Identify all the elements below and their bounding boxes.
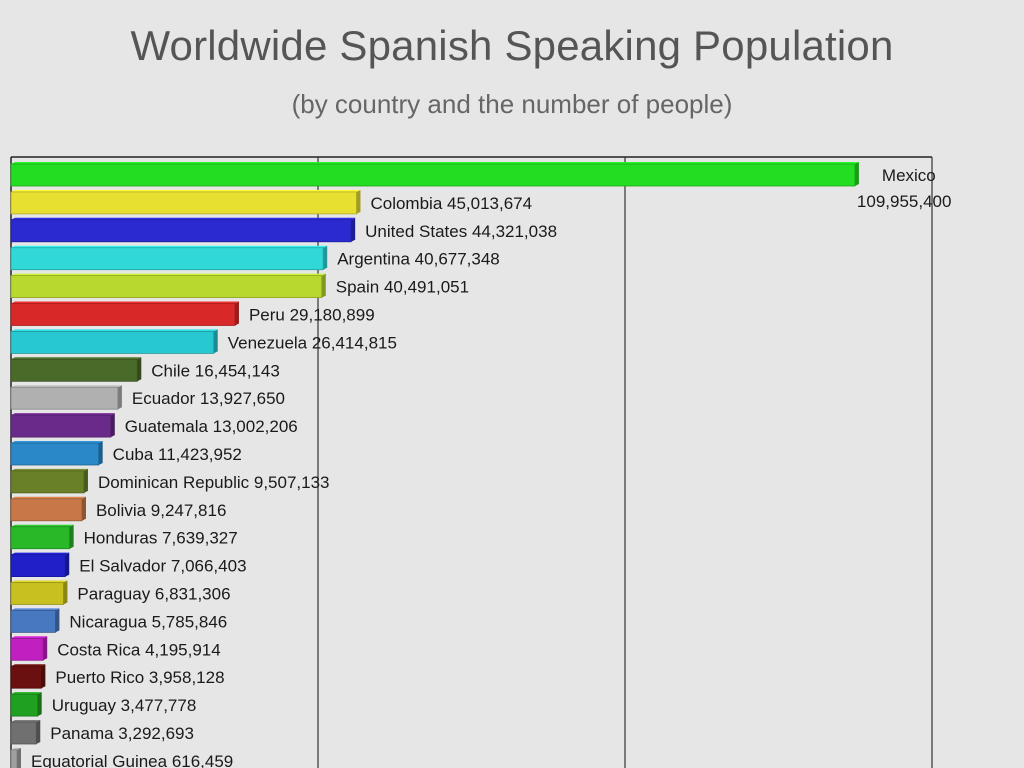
bar-costa-rica (10, 636, 48, 661)
bar-label-chile: Chile 16,454,143 (151, 361, 280, 380)
bar-peru (10, 301, 239, 326)
bar-label-united-states: United States 44,321,038 (365, 222, 557, 241)
bar-label-ecuador: Ecuador 13,927,650 (132, 389, 285, 408)
bar-spain (10, 273, 326, 299)
bar-ecuador (10, 385, 122, 410)
bar-argentina (10, 245, 328, 271)
bar-label-bolivia: Bolivia 9,247,816 (96, 501, 226, 520)
bar-label-peru: Peru 29,180,899 (249, 306, 375, 325)
bar-label-spain: Spain 40,491,051 (336, 278, 469, 297)
bar-united-states (10, 217, 356, 243)
bar-paraguay (10, 580, 68, 605)
bar-label-colombia: Colombia 45,013,674 (370, 194, 532, 213)
bar-label-el-salvador: El Salvador 7,066,403 (79, 557, 246, 576)
bar-label-mexico-value: 109,955,400 (857, 192, 952, 211)
bar-guatemala (10, 413, 115, 438)
bar-label-nicaragua: Nicaragua 5,785,846 (69, 612, 227, 631)
bar-bolivia (10, 496, 86, 522)
bar-label-venezuela: Venezuela 26,414,815 (228, 333, 397, 352)
bar-label-costa-rica: Costa Rica 4,195,914 (57, 640, 221, 659)
bars-layer (10, 162, 859, 768)
bar-label-mexico-name: Mexico (882, 166, 936, 185)
labels-layer: Mexico 109,955,400 Colombia 45,013,674 Unit… (31, 166, 951, 768)
bar-label-panama: Panama 3,292,693 (50, 724, 194, 743)
bar-panama (10, 720, 41, 745)
bar-cuba (10, 441, 103, 466)
bar-label-equatorial-guinea: Equatorial Guinea 616,459 (31, 752, 233, 768)
bar-dominican-republic (10, 468, 88, 494)
chart-title: Worldwide Spanish Speaking Population (130, 22, 894, 69)
bar-honduras (10, 524, 74, 550)
bar-label-honduras: Honduras 7,639,327 (84, 529, 238, 548)
bar-label-argentina: Argentina 40,677,348 (337, 250, 500, 269)
bar-label-puerto-rico: Puerto Rico 3,958,128 (55, 668, 224, 687)
bar-label-uruguay: Uruguay 3,477,778 (52, 696, 197, 715)
bar-venezuela (10, 329, 218, 354)
bar-chile (10, 357, 142, 382)
chart-subtitle: (by country and the number of people) (291, 89, 733, 119)
bar-puerto-rico (10, 664, 46, 689)
bar-label-dominican-republic: Dominican Republic 9,507,133 (98, 473, 330, 492)
bar-label-guatemala: Guatemala 13,002,206 (125, 417, 298, 436)
bar-mexico (10, 162, 859, 187)
bar-label-cuba: Cuba 11,423,952 (113, 445, 242, 464)
bar-nicaragua (10, 608, 60, 633)
bar-label-paraguay: Paraguay 6,831,306 (77, 585, 230, 604)
bar-uruguay (10, 692, 42, 717)
bar-el-salvador (10, 552, 70, 577)
bar-equatorial-guinea (10, 747, 21, 768)
bar-colombia (10, 189, 361, 215)
